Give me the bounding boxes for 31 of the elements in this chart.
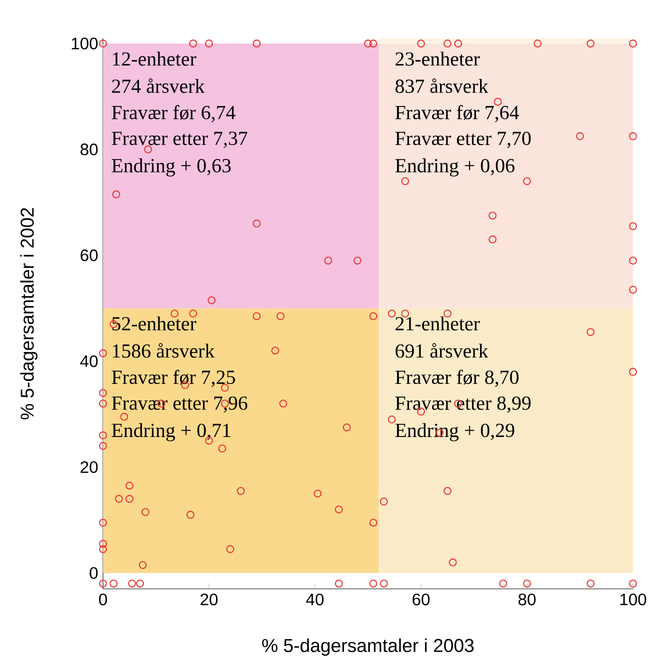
annotation: Fravær etter 7,70 (395, 132, 531, 148)
annotation: Fravær før 6,74 (112, 105, 236, 122)
annotation: Endring + 0,06 (395, 158, 514, 176)
x-tick-label: 40 (306, 594, 324, 606)
annotation: 837 årsverk (395, 78, 488, 93)
annotation: Endring + 0,29 (395, 423, 514, 442)
annotation: 1586 årsverk (112, 343, 215, 358)
annotation: Fravær før 7,64 (395, 105, 519, 122)
annotation: 274 årsverk (112, 78, 205, 93)
annotation: Fravær etter 7,37 (112, 132, 248, 148)
y-tick-label: 80 (80, 144, 98, 156)
y-tick-label: 60 (80, 249, 98, 262)
annotation: 691 årsverk (395, 343, 488, 358)
annotation: Fravær før 8,70 (395, 370, 518, 387)
annotation: 12-enheter (112, 52, 196, 66)
x-axis-title: % 5-dagersamtaler i 2003 (262, 638, 474, 656)
x-tick-label: 100 (620, 594, 646, 606)
x-tick-label: 0 (98, 594, 107, 606)
annotation: 23-enheter (395, 52, 480, 66)
x-tick-label: 60 (412, 594, 430, 606)
y-tick-label: 20 (80, 461, 98, 473)
annotation: Endring + 0,63 (112, 158, 231, 176)
x-tick-label: 80 (518, 594, 536, 606)
y-tick-label: 40 (80, 355, 98, 368)
y-tick-label: 100 (72, 38, 98, 50)
annotation: 21-enheter (395, 316, 480, 330)
annotation: Endring + 0,71 (112, 423, 230, 442)
y-tick-label: 0 (90, 567, 98, 579)
annotation: Fravær før 7,25 (112, 370, 235, 387)
x-tick-label: 20 (200, 594, 218, 606)
y-axis-title: % 5-dagersamtaler i 2002 (20, 208, 38, 420)
